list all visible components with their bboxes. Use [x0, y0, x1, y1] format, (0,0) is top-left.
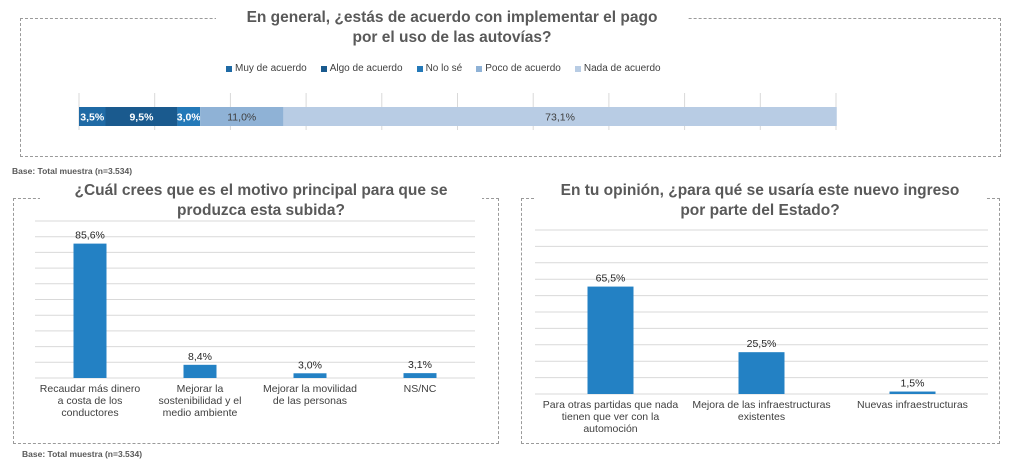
use-title-line-1: En tu opinión, ¿para qué se usaría este … — [560, 182, 960, 199]
reason-title-line-1: ¿Cuál crees que es el motivo principal p… — [74, 182, 448, 199]
legend-item-muy-de-acuerdo: Muy de acuerdo — [226, 63, 307, 74]
legend-item-poco-de-acuerdo: Poco de acuerdo — [476, 63, 561, 74]
base-note-top: Base: Total muestra (n=3.534) — [12, 166, 133, 176]
legend-item-nada-de-acuerdo: Nada de acuerdo — [574, 63, 661, 74]
use-title: En tu opinión, ¿para qué se usaría este … — [534, 181, 986, 221]
bar-value-label: 8,4% — [188, 351, 212, 363]
category-label: Mejorar la movilidad — [263, 383, 357, 395]
use-bar-chart: 65,5% Para otras partidas que nadatienen … — [535, 229, 988, 435]
stacked-segment-4 — [283, 107, 837, 126]
legend-label: Algo de acuerdo — [329, 63, 403, 74]
bar-2 — [293, 373, 327, 378]
agreement-title: En general, ¿estás de acuerdo con implem… — [216, 8, 688, 48]
legend-swatch — [476, 65, 483, 72]
category-label: existentes — [738, 411, 785, 423]
category-label: de las personas — [273, 395, 347, 407]
bar-value-label: 85,6% — [75, 230, 105, 242]
bar-0 — [587, 286, 634, 394]
category-label: tienen que ver con la — [562, 411, 660, 423]
bar-value-label: 1,5% — [901, 378, 925, 390]
segment-label: 9,5% — [129, 112, 154, 124]
legend-label: No lo sé — [425, 63, 463, 74]
category-label: medio ambiente — [163, 407, 238, 419]
legend-swatch — [416, 65, 423, 72]
stacked-segment-2 — [177, 107, 201, 126]
agreement-stacked-bar-chart: 3,5% 9,5% 3,0% 11,0% 73,1% — [78, 93, 837, 130]
agreement-title-line-1: En general, ¿estás de acuerdo con implem… — [246, 9, 658, 26]
category-label: a costa de los — [58, 395, 123, 407]
stacked-segment-3 — [200, 107, 284, 126]
legend-item-algo-de-acuerdo: Algo de acuerdo — [320, 63, 403, 74]
bar-0 — [73, 243, 107, 378]
category-label: conductores — [61, 407, 118, 419]
category-label: Recaudar más dinero — [40, 383, 141, 395]
reason-title: ¿Cuál crees que es el motivo principal p… — [40, 181, 482, 221]
bar-1 — [183, 364, 217, 378]
segment-label: 11,0% — [227, 112, 256, 124]
stacked-segment-0 — [79, 107, 106, 126]
segment-label: 3,5% — [80, 112, 105, 124]
base-note-bottom: Base: Total muestra (n=3.534) — [22, 449, 143, 459]
legend-swatch — [226, 65, 232, 72]
category-label: automoción — [583, 423, 637, 435]
agreement-legend: Muy de acuerdo Algo de acuerdo No lo sé … — [226, 63, 661, 74]
category-label: Mejorar la — [177, 383, 224, 395]
agreement-title-line-2: por el uso de las autovías? — [352, 29, 552, 46]
category-label: Para otras partidas que nada — [543, 399, 679, 411]
use-title-line-2: por parte del Estado? — [680, 202, 840, 219]
segment-label: 73,1% — [545, 112, 575, 124]
legend-item-no-lo-se: No lo sé — [416, 63, 463, 74]
legend-label: Nada de acuerdo — [583, 63, 661, 74]
segment-label: 3,0% — [177, 112, 202, 124]
legend-swatch — [320, 65, 327, 72]
category-label: Nuevas infraestructuras — [857, 399, 968, 411]
bar-value-label: 3,1% — [408, 359, 432, 371]
stacked-segment-1 — [105, 107, 178, 126]
category-label: NS/NC — [404, 383, 437, 395]
category-label: Mejora de las infraestructuras — [692, 399, 830, 411]
bar-2 — [889, 391, 936, 394]
legend-label: Muy de acuerdo — [235, 63, 307, 74]
bar-value-label: 65,5% — [596, 273, 626, 285]
bar-value-label: 25,5% — [747, 338, 777, 350]
reason-title-line-2: produzca esta subida? — [177, 202, 345, 219]
category-label: sostenibilidad y el — [159, 395, 242, 407]
bar-1 — [738, 352, 785, 394]
bar-3 — [403, 373, 437, 378]
legend-label: Poco de acuerdo — [485, 63, 561, 74]
bar-value-label: 3,0% — [298, 359, 322, 371]
legend-swatch — [574, 65, 581, 72]
